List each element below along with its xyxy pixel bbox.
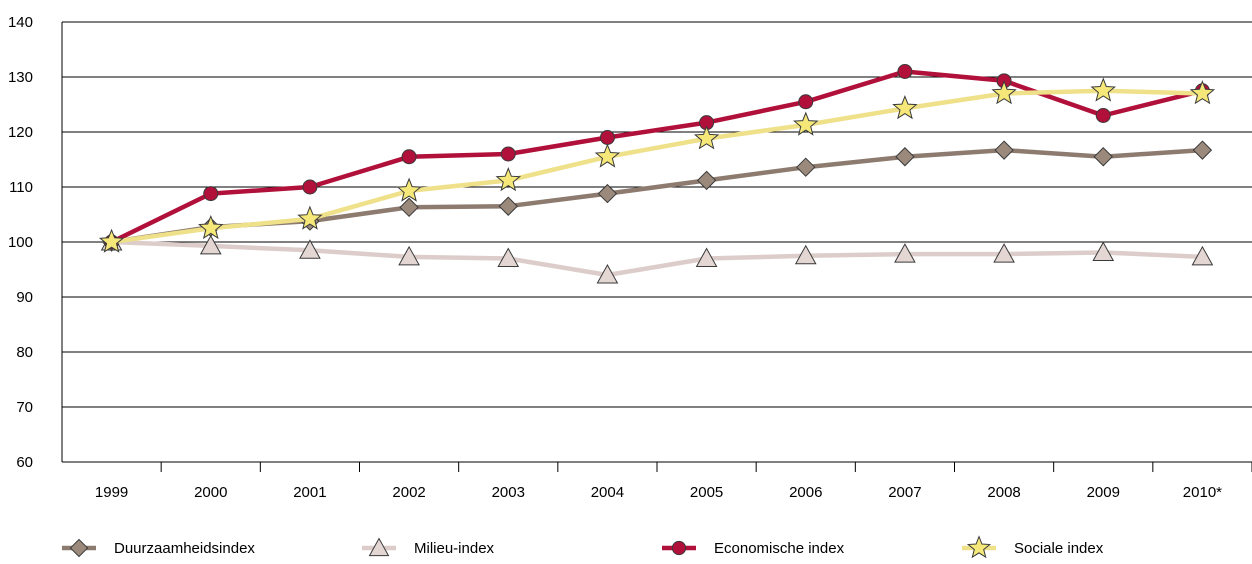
legend-label: Sociale index bbox=[1014, 540, 1104, 557]
data-point-sociale-index bbox=[594, 143, 621, 168]
legend-item-sociale-index: Sociale index bbox=[962, 535, 1104, 559]
y-tick-label: 120 bbox=[8, 124, 33, 141]
data-point-duurzaamheidsindex bbox=[994, 140, 1014, 160]
data-point-sociale-index bbox=[1189, 80, 1216, 105]
y-tick-label: 100 bbox=[8, 234, 33, 251]
legend-marker-economische-index bbox=[671, 540, 687, 556]
x-tick-label: 2006 bbox=[789, 484, 822, 501]
legend-item-duurzaamheidsindex: Duurzaamheidsindex bbox=[62, 538, 255, 558]
series-line-milieu-index bbox=[111, 239, 1203, 278]
data-point-milieu-index bbox=[199, 234, 222, 255]
data-point-milieu-index bbox=[299, 239, 321, 259]
data-point-milieu-index bbox=[894, 243, 916, 263]
series-milieu-index bbox=[100, 230, 1214, 284]
y-tick-label: 80 bbox=[16, 344, 33, 361]
data-point-economische-index bbox=[1095, 108, 1111, 123]
data-point-duurzaamheidsindex bbox=[796, 157, 816, 177]
data-point-economische-index bbox=[500, 146, 516, 162]
data-point-economische-index bbox=[599, 130, 615, 145]
legend: Duurzaamheidsindex Milieu-index Economisch… bbox=[62, 535, 1104, 559]
data-point-duurzaamheidsindex bbox=[498, 196, 518, 216]
series-line-duurzaamheidsindex bbox=[111, 147, 1203, 245]
y-tick-label: 130 bbox=[8, 69, 33, 86]
series-duurzaamheidsindex bbox=[101, 140, 1213, 252]
data-point-sociale-index bbox=[693, 125, 720, 150]
data-point-duurzaamheidsindex bbox=[696, 170, 717, 191]
data-point-duurzaamheidsindex bbox=[1192, 140, 1213, 160]
x-tick-label: 2005 bbox=[690, 484, 723, 501]
series-line-economische-index bbox=[110, 69, 1203, 245]
x-tick-label: 2002 bbox=[392, 484, 425, 501]
legend-marker-duurzaamheidsindex bbox=[69, 538, 89, 558]
data-point-sociale-index bbox=[396, 177, 422, 202]
x-tick-label: 2003 bbox=[492, 484, 525, 501]
data-point-duurzaamheidsindex bbox=[399, 197, 419, 218]
data-point-economische-index bbox=[401, 149, 417, 165]
data-point-duurzaamheidsindex bbox=[895, 147, 915, 167]
series bbox=[98, 64, 1216, 284]
y-tick-label: 110 bbox=[9, 179, 33, 196]
legend-item-economische-index: Economische index bbox=[662, 540, 845, 557]
data-point-milieu-index bbox=[1092, 241, 1115, 261]
data-point-economische-index bbox=[302, 179, 318, 195]
data-point-milieu-index bbox=[794, 244, 817, 265]
data-point-sociale-index bbox=[991, 80, 1017, 105]
data-point-economische-index bbox=[798, 94, 814, 110]
legend-label: Milieu-index bbox=[414, 540, 495, 557]
legend-marker-sociale-index bbox=[966, 535, 992, 559]
x-tick-label: 2007 bbox=[888, 484, 921, 501]
y-tick-label: 60 bbox=[16, 454, 33, 471]
data-point-milieu-index bbox=[497, 247, 520, 267]
data-point-milieu-index bbox=[695, 247, 718, 267]
y-tick-label: 70 bbox=[16, 399, 33, 416]
data-point-sociale-index bbox=[495, 167, 522, 192]
legend-marker-milieu-index bbox=[368, 537, 390, 557]
data-point-sociale-index bbox=[793, 111, 819, 136]
data-point-sociale-index bbox=[892, 95, 918, 120]
series-sociale-index bbox=[98, 77, 1216, 253]
x-tick-label: 2010* bbox=[1183, 484, 1222, 501]
y-tick-label: 140 bbox=[8, 14, 33, 31]
data-point-sociale-index bbox=[1090, 77, 1116, 102]
data-point-sociale-index bbox=[297, 205, 323, 230]
x-tick-label: 1999 bbox=[95, 484, 128, 501]
data-point-economische-index bbox=[203, 186, 219, 202]
legend-label: Duurzaamheidsindex bbox=[114, 540, 255, 557]
data-point-duurzaamheidsindex bbox=[1093, 147, 1113, 167]
data-point-milieu-index bbox=[398, 245, 420, 266]
x-tick-label: 2004 bbox=[591, 484, 624, 501]
y-tick-label: 90 bbox=[16, 289, 33, 306]
series-line-sociale-index bbox=[111, 88, 1203, 245]
x-tick-label: 2000 bbox=[194, 484, 227, 501]
x-tick-label: 2008 bbox=[987, 484, 1020, 501]
x-tick-label: 2009 bbox=[1087, 484, 1120, 501]
legend-item-milieu-index: Milieu-index bbox=[362, 537, 495, 557]
x-tick-label: 2001 bbox=[293, 484, 326, 501]
data-point-milieu-index bbox=[993, 243, 1015, 263]
legend-label: Economische index bbox=[714, 540, 845, 557]
data-point-sociale-index bbox=[198, 214, 224, 240]
data-point-milieu-index bbox=[1191, 245, 1214, 266]
gridlines bbox=[62, 21, 1252, 463]
data-point-economische-index bbox=[897, 64, 913, 79]
axes: 60 70 80 90 100 110 120 130 140 1999 2000 2001 2002 2… bbox=[8, 14, 1252, 501]
data-point-milieu-index bbox=[596, 263, 619, 284]
data-point-sociale-index bbox=[98, 228, 125, 253]
data-point-duurzaamheidsindex bbox=[597, 183, 618, 204]
